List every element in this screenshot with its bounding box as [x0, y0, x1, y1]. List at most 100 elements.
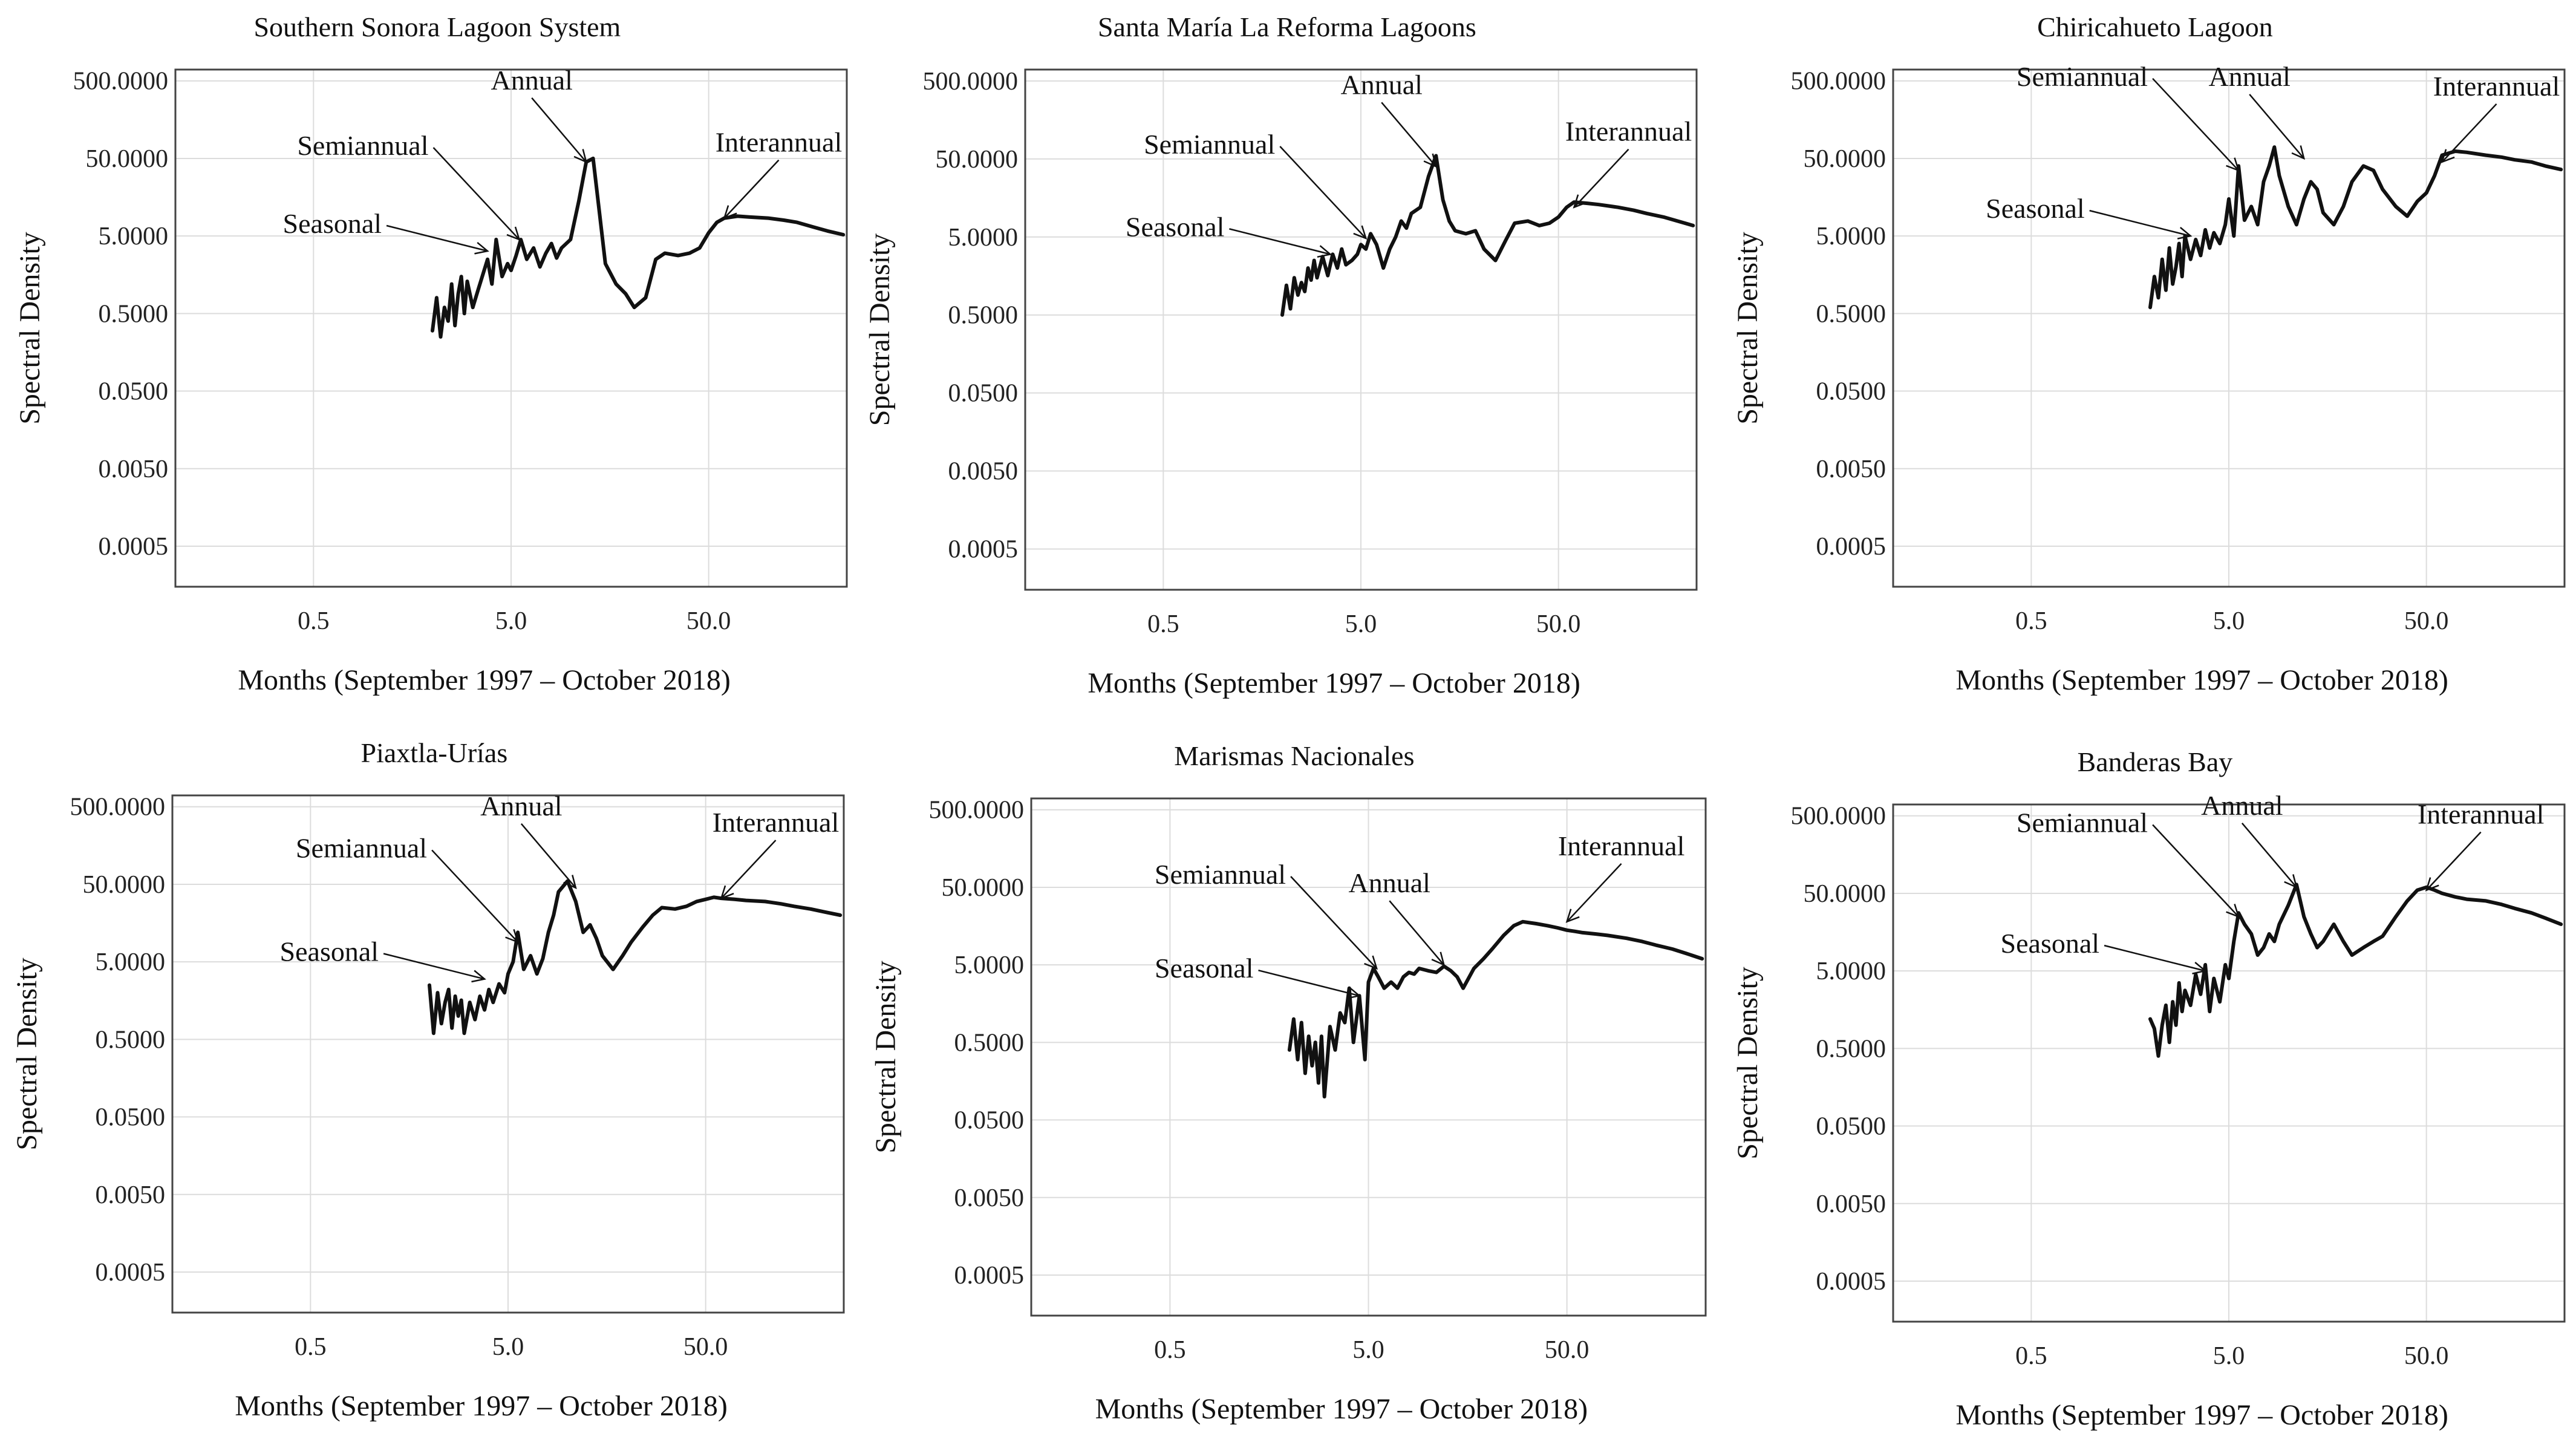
y-tick-label: 5.0000 — [99, 223, 169, 250]
annotation-arrowhead — [2441, 149, 2455, 163]
annotation-arrowhead — [471, 970, 486, 983]
annotation-arrow — [1389, 900, 1445, 965]
chart-panel: 0.5 5.0 50.0 500.0000 50.0000 5.0000 0.5000 0.0… — [11, 737, 845, 1422]
annotation-arrow — [1381, 102, 1437, 168]
annotation-arrowhead — [573, 149, 588, 163]
annotation-arrow — [1573, 148, 1629, 208]
plot-frame — [1892, 803, 2566, 1323]
x-axis-label: Months (September 1997 – October 2018) — [1095, 1393, 1588, 1425]
annotation-arrowhead — [505, 929, 520, 944]
y-tick-label: 0.0050 — [954, 1184, 1025, 1212]
annotation-arrow — [2152, 77, 2239, 171]
annotation-arrow — [383, 953, 485, 980]
annotation-label: Interannual — [2433, 71, 2560, 102]
x-axis-label: Months (September 1997 – October 2018) — [1955, 1399, 2448, 1431]
x-tick-label: 0.5 — [1147, 610, 1179, 638]
annotation-arrow — [386, 224, 488, 252]
y-axis-label: Spectral Density — [11, 958, 43, 1150]
y-tick-label: 0.5000 — [948, 302, 1019, 330]
plot-frame — [171, 794, 845, 1314]
y-tick-label: 0.0500 — [99, 378, 169, 406]
y-tick-label: 0.0005 — [1816, 533, 1886, 561]
y-tick-label: 0.5000 — [96, 1026, 166, 1054]
annotation-label: Semiannual — [1155, 859, 1286, 890]
annotation-arrow — [520, 823, 576, 889]
plot-frame — [174, 68, 848, 588]
annotation-label: Annual — [1349, 867, 1430, 898]
annotation-label: Interannual — [716, 127, 842, 158]
series-line — [1280, 154, 1695, 317]
annotation-arrow — [1279, 146, 1367, 239]
annotation-arrow — [2425, 831, 2482, 891]
y-axis-label: Spectral Density — [1732, 967, 1764, 1160]
y-tick-label: 0.5000 — [954, 1029, 1025, 1057]
y-axis-label: Spectral Density — [14, 232, 46, 425]
x-tick-label: 5.0 — [2213, 1342, 2245, 1370]
annotation-label: Semiannual — [296, 832, 427, 863]
x-axis-label: Months (September 1997 – October 2018) — [235, 1390, 728, 1422]
x-tick-label: 5.0 — [492, 1333, 524, 1361]
y-tick-label: 500.0000 — [70, 794, 166, 821]
y-axis-label: Spectral Density — [864, 233, 896, 426]
annotation-label: Seasonal — [1155, 953, 1254, 984]
y-tick-label: 0.0050 — [1816, 1190, 1886, 1218]
annotation-arrow — [432, 147, 520, 240]
y-tick-label: 0.0005 — [948, 536, 1019, 564]
annotation-arrowhead — [723, 205, 737, 220]
plot-frame — [1030, 797, 1707, 1317]
annotation-label: Annual — [1340, 69, 1422, 100]
y-tick-label: 50.0000 — [1804, 880, 1886, 908]
y-tick-label: 5.0000 — [948, 224, 1019, 252]
y-tick-label: 500.0000 — [73, 68, 169, 96]
y-tick-label: 5.0000 — [96, 948, 166, 976]
annotation-arrow — [723, 159, 780, 219]
annotation-label: Annual — [2208, 61, 2290, 92]
chart-panel: 0.5 5.0 50.0 500.0000 50.0000 5.0000 0.5000 0.0… — [1732, 11, 2566, 696]
chart-panel: 0.5 5.0 50.0 500.0000 50.0000 5.0000 0.5000 0.0… — [14, 11, 848, 696]
annotation-arrowhead — [2425, 877, 2439, 892]
y-tick-label: 0.0050 — [99, 455, 169, 483]
chart-title: Chiricahueto Lagoon — [2037, 11, 2273, 42]
annotation-arrowhead — [563, 875, 577, 889]
annotation-arrowhead — [2284, 874, 2298, 889]
y-tick-label: 0.0005 — [99, 533, 169, 561]
x-tick-label: 0.5 — [298, 607, 330, 635]
annotation-label: Semiannual — [2017, 61, 2148, 92]
annotation-arrowhead — [1423, 153, 1438, 168]
y-tick-label: 0.0005 — [96, 1259, 166, 1287]
y-tick-label: 5.0000 — [1816, 958, 1886, 985]
annotation-arrowhead — [1431, 951, 1446, 967]
y-tick-label: 50.0000 — [86, 145, 169, 173]
x-tick-label: 5.0 — [2213, 607, 2245, 635]
annotation-arrowhead — [474, 241, 489, 255]
chart-title: Piaxtla-Urías — [361, 737, 508, 768]
annotation-arrowhead — [1573, 194, 1587, 209]
x-tick-label: 5.0 — [1352, 1336, 1384, 1364]
x-axis-label: Months (September 1997 – October 2018) — [238, 664, 731, 696]
annotation-arrowhead — [506, 226, 521, 241]
annotation-arrow — [2241, 822, 2297, 888]
annotation-arrow — [2441, 103, 2497, 163]
annotation-label: Annual — [480, 791, 562, 821]
y-tick-label: 50.0000 — [83, 871, 166, 899]
annotation-label: Interannual — [712, 807, 839, 838]
y-tick-label: 50.0000 — [1804, 145, 1886, 173]
annotation-label: Semiannual — [1144, 129, 1275, 160]
annotation-arrow — [2089, 209, 2191, 237]
chart-title: Banderas Bay — [2078, 746, 2233, 777]
annotation-arrow — [1258, 969, 1360, 997]
plot-frame — [1024, 68, 1698, 591]
x-tick-label: 50.0 — [1536, 610, 1581, 638]
y-tick-label: 50.0000 — [942, 874, 1025, 902]
chart-title: Marismas Nacionales — [1174, 740, 1414, 771]
annotation-label: Seasonal — [283, 208, 382, 239]
y-tick-label: 0.0050 — [948, 458, 1019, 486]
y-tick-label: 50.0000 — [936, 146, 1019, 174]
annotation-label: Interannual — [2418, 799, 2544, 830]
y-tick-label: 0.0500 — [96, 1104, 166, 1132]
y-tick-label: 0.0050 — [1816, 455, 1886, 483]
x-tick-label: 50.0 — [686, 607, 731, 635]
annotation-arrow — [2104, 944, 2206, 972]
series-line — [2148, 145, 2563, 310]
